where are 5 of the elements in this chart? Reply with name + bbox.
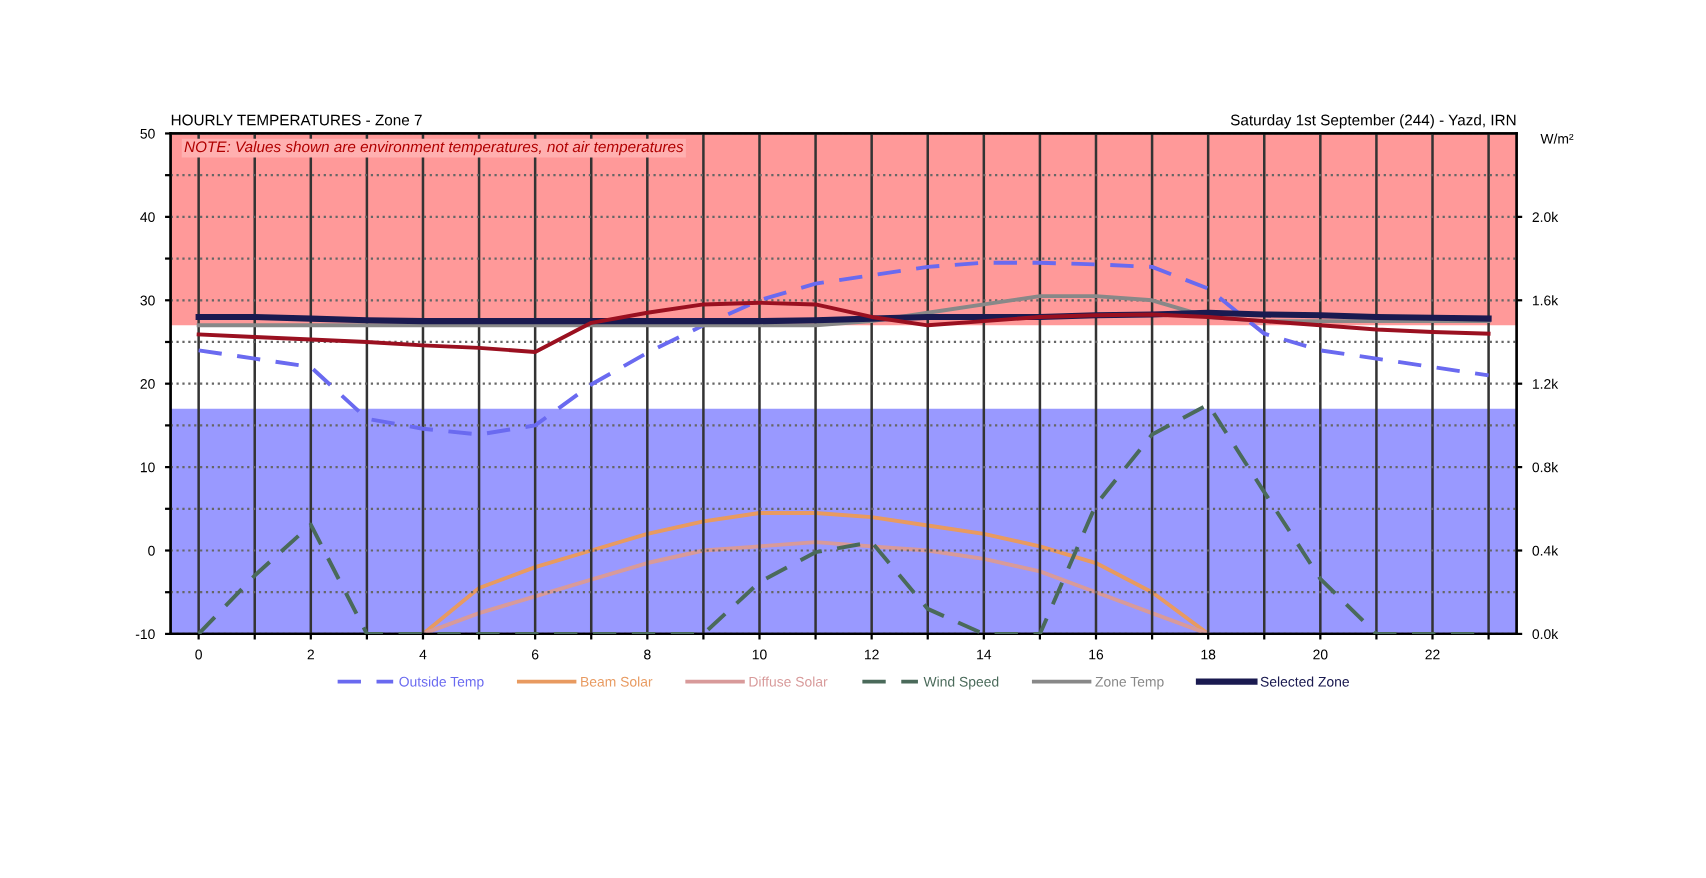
line-series [421, 540, 1211, 634]
line-series [196, 294, 1491, 328]
line-series [196, 260, 1491, 437]
line-series [421, 511, 1211, 634]
line-series [196, 300, 1491, 354]
